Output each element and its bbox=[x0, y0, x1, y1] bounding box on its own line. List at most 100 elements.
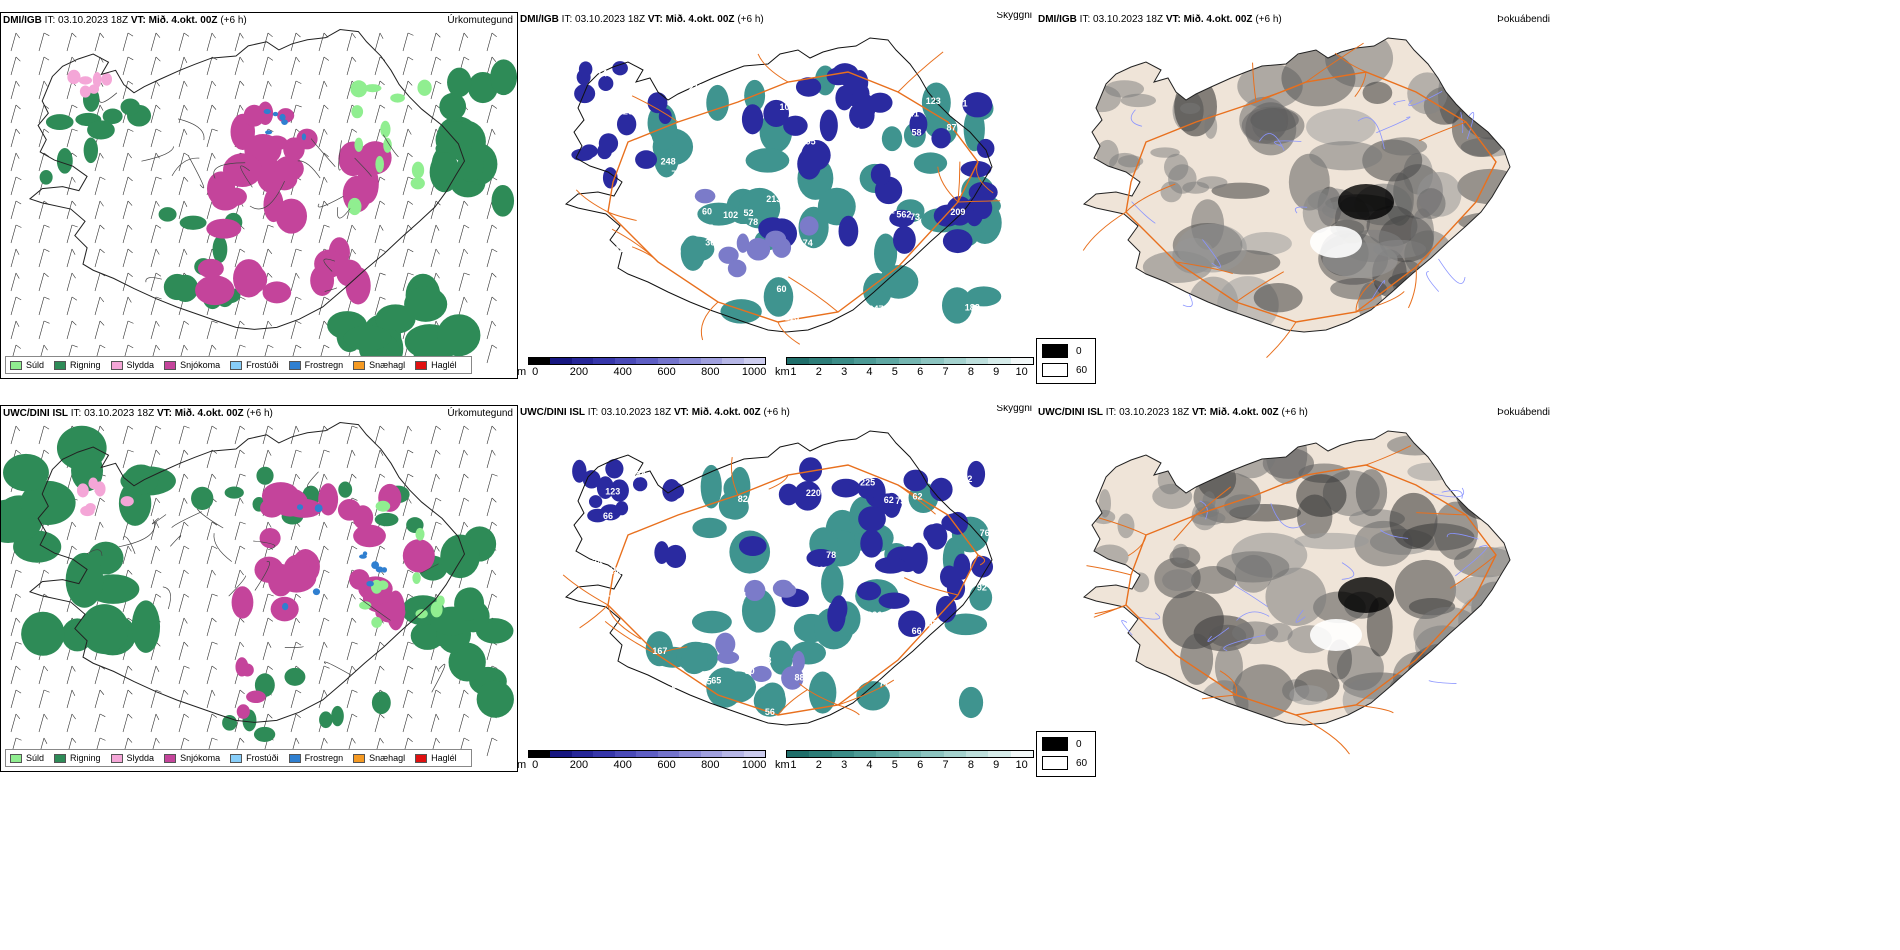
wind-barb bbox=[374, 200, 381, 220]
wind-barb bbox=[183, 641, 189, 647]
wind-barb bbox=[122, 449, 129, 469]
legend-entry: Frostregn bbox=[288, 360, 343, 370]
road bbox=[837, 704, 860, 716]
panel-title: Úrkomutegund bbox=[447, 408, 513, 419]
wind-barb bbox=[267, 449, 272, 456]
wind-barb bbox=[318, 641, 325, 661]
rain-area bbox=[254, 673, 275, 697]
legend-entry: Rigning bbox=[54, 360, 101, 370]
fog-area bbox=[1177, 223, 1247, 273]
cloud-base-area bbox=[615, 501, 629, 516]
river bbox=[1441, 490, 1463, 499]
wind-barb bbox=[379, 737, 384, 744]
wind-barb bbox=[183, 521, 189, 527]
river bbox=[1207, 627, 1230, 642]
cloud-base-area bbox=[831, 63, 859, 86]
visibility-area bbox=[856, 681, 890, 711]
drizzle-area bbox=[359, 601, 372, 610]
wind-barb bbox=[430, 497, 437, 517]
road bbox=[757, 53, 789, 83]
wind-barb bbox=[435, 713, 440, 720]
wind-barb bbox=[127, 32, 134, 37]
road bbox=[1418, 121, 1467, 142]
wind-barb bbox=[267, 248, 273, 255]
cloud-base-area bbox=[931, 128, 951, 149]
cloud-base-area bbox=[831, 478, 861, 498]
cloud-base-label: 187 bbox=[606, 589, 621, 599]
wind-barb bbox=[178, 449, 185, 469]
wind-barb bbox=[234, 320, 241, 340]
wind-barb bbox=[155, 80, 160, 87]
cloud-base-label: 74 bbox=[951, 66, 961, 76]
wind-barb bbox=[66, 713, 73, 733]
wind-barb bbox=[351, 32, 356, 39]
wind-barb bbox=[71, 521, 77, 528]
visibility-area bbox=[881, 126, 903, 152]
wind-barb bbox=[94, 56, 101, 76]
rain-area bbox=[476, 680, 514, 718]
drizzle-area bbox=[383, 137, 392, 153]
river bbox=[1426, 270, 1440, 292]
fog-area bbox=[1454, 575, 1510, 609]
snow-area bbox=[345, 266, 371, 305]
colorbar-cell bbox=[809, 358, 832, 364]
wind-barb bbox=[155, 449, 161, 455]
wind-barb bbox=[38, 296, 45, 316]
colorbar-cell bbox=[1010, 751, 1033, 757]
wind-barb bbox=[127, 80, 134, 85]
cloud-base-area bbox=[596, 476, 614, 499]
fog-area bbox=[1265, 567, 1327, 626]
colorbar-cell bbox=[943, 358, 966, 364]
colorbar-tick: 6 bbox=[917, 366, 924, 378]
wind-barb bbox=[211, 344, 217, 350]
wind-barb bbox=[430, 32, 437, 52]
river bbox=[1295, 609, 1306, 623]
visibility-area bbox=[680, 647, 708, 675]
river bbox=[1341, 562, 1355, 580]
vt-value: Mið. 4.okt. 00Z bbox=[1209, 407, 1279, 418]
wind-barb bbox=[43, 80, 48, 87]
river bbox=[338, 140, 342, 171]
wind-barb bbox=[435, 665, 440, 672]
wind-barb bbox=[407, 152, 413, 158]
freezing-rain-area bbox=[375, 566, 384, 573]
fog-area bbox=[1437, 683, 1461, 720]
wind-barb bbox=[71, 713, 76, 720]
wind-barb bbox=[267, 80, 272, 87]
wind-barb bbox=[262, 617, 269, 637]
wind-barb bbox=[94, 665, 101, 685]
cloud-base-label: 62 bbox=[884, 495, 894, 505]
wind-barb bbox=[323, 737, 328, 744]
cloud-base-label: 209 bbox=[854, 134, 869, 144]
visibility-area bbox=[941, 287, 973, 324]
wind-barb bbox=[155, 152, 160, 159]
wind-barb bbox=[99, 224, 105, 230]
vt-label: VT: bbox=[130, 15, 146, 26]
cloud-base-area bbox=[973, 196, 993, 220]
road bbox=[1266, 321, 1297, 359]
wind-barb bbox=[38, 200, 45, 220]
legend-entry: Haglél bbox=[415, 753, 457, 763]
wind-barb bbox=[295, 617, 300, 624]
colorbar-tick: 5 bbox=[891, 759, 898, 771]
river bbox=[253, 540, 276, 550]
fog-legend-label: 60 bbox=[1076, 364, 1088, 376]
wind-barb bbox=[491, 32, 497, 37]
wind-barb bbox=[486, 176, 493, 196]
colorbar-tick: 400 bbox=[613, 759, 632, 771]
colorbar-cell bbox=[965, 751, 989, 757]
cloud-base-label: 128 bbox=[907, 181, 922, 191]
colorbar-cell bbox=[921, 751, 944, 757]
fog-area bbox=[1389, 492, 1438, 549]
wind-barb bbox=[15, 449, 21, 454]
wind-barb bbox=[15, 320, 20, 327]
wind-barb bbox=[435, 689, 442, 694]
wind-barb bbox=[122, 200, 129, 220]
cloud-base-label: 128 bbox=[585, 699, 600, 709]
road bbox=[562, 574, 609, 606]
cloud-base-label: 109 bbox=[671, 533, 686, 543]
cloud-base-area bbox=[776, 583, 797, 598]
wind-barb bbox=[122, 176, 129, 196]
wind-barb bbox=[323, 128, 328, 135]
fog-area bbox=[1253, 283, 1303, 313]
